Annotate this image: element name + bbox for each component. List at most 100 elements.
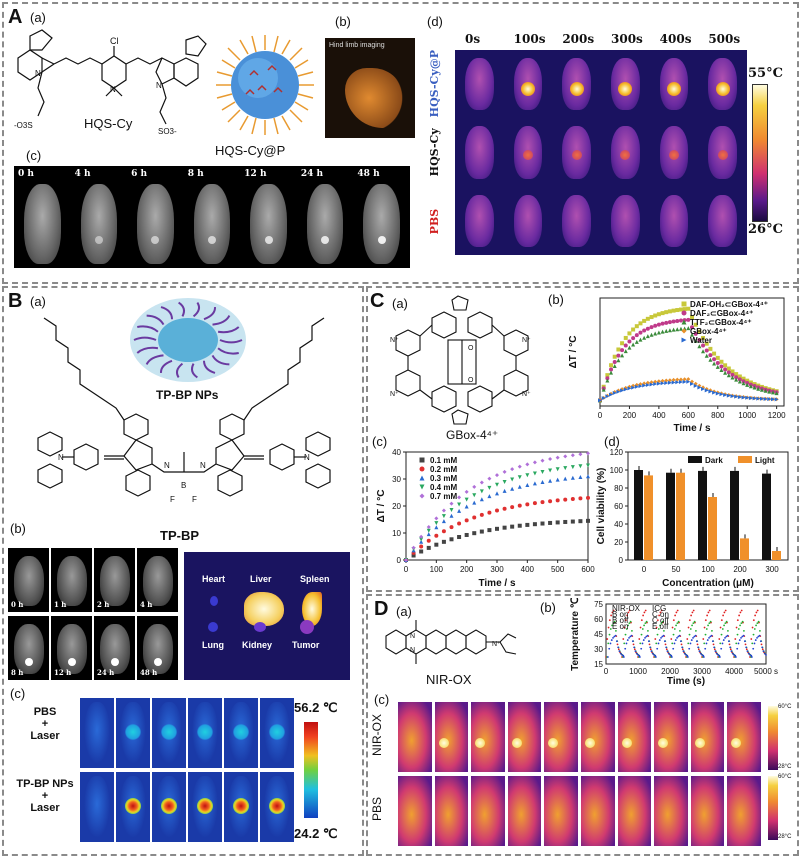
d-b-point	[688, 619, 691, 622]
d-c-hotspot	[585, 738, 595, 748]
data-point	[502, 479, 507, 484]
d-b-point	[662, 634, 665, 637]
d-b-point	[626, 614, 629, 617]
data-point	[570, 519, 575, 524]
np-chain	[146, 314, 165, 326]
data-point	[681, 310, 687, 316]
data-point	[656, 330, 661, 335]
d-b-point	[613, 620, 616, 623]
d-b-point	[679, 640, 682, 643]
data-point	[660, 378, 665, 383]
data-point	[741, 381, 746, 386]
d-c-photo	[690, 702, 725, 772]
a-d-mouse	[562, 194, 591, 247]
data-point	[719, 359, 724, 364]
b-c-hotspot	[161, 724, 177, 740]
d-b-point	[739, 611, 742, 614]
d-b-point	[661, 635, 664, 638]
data-point	[623, 335, 628, 340]
b-c-hotspot	[269, 724, 285, 740]
d-b-point	[718, 638, 721, 640]
data-point	[678, 380, 683, 385]
data-point	[525, 482, 530, 487]
data-point	[653, 313, 658, 318]
b-c-colorbar	[304, 722, 318, 818]
data-point	[411, 545, 416, 550]
data-point	[472, 493, 477, 498]
d-b-point	[682, 650, 685, 653]
data-point	[502, 506, 507, 511]
d-b-point	[747, 652, 750, 655]
svg-text:F: F	[170, 495, 175, 504]
data-point	[441, 519, 446, 524]
a-c-mouse	[363, 184, 400, 264]
data-point	[555, 467, 560, 472]
b-c-photo	[188, 698, 222, 768]
data-point	[774, 391, 779, 396]
d-b-point	[624, 619, 627, 622]
tp-bp-np-name: TP-BP NPs	[156, 388, 219, 402]
c-c-xtick-label: 400	[521, 565, 535, 574]
d-b-point	[616, 643, 619, 646]
data-point	[723, 363, 728, 368]
c-c-xtick-label: 200	[460, 565, 474, 574]
d-b-frame	[605, 603, 767, 665]
data-point	[419, 537, 424, 542]
d-b-point	[642, 639, 645, 641]
data-point	[693, 322, 698, 327]
d-b-point	[655, 642, 658, 645]
data-point	[472, 515, 477, 520]
data-point	[649, 332, 654, 337]
d-b-point	[625, 642, 628, 645]
b-b-organ-label: Lung	[202, 640, 224, 650]
c-b-xtick-label: 600	[682, 411, 696, 420]
data-point	[656, 381, 661, 386]
a-d-hotspot	[666, 81, 681, 96]
b-c-mouse	[120, 776, 146, 838]
d-b-point	[724, 622, 727, 625]
d-c-photo	[434, 702, 469, 772]
data-point	[563, 519, 568, 524]
c-c-xtick-label: 500	[551, 565, 565, 574]
d-b-point	[671, 656, 673, 658]
data-point	[734, 377, 739, 382]
d-b-point	[615, 629, 617, 632]
d-b-point	[701, 653, 703, 656]
a-d-mouse	[465, 194, 494, 247]
data-point	[601, 387, 606, 392]
b-c-hotspot	[269, 798, 285, 814]
d-b-point	[672, 633, 675, 636]
b-b-organ-label: Heart	[202, 574, 226, 584]
data-point	[678, 377, 683, 382]
d-b-point	[728, 643, 731, 646]
d-b-point	[735, 642, 738, 645]
d-b-point	[685, 653, 687, 656]
data-point	[660, 381, 665, 386]
c-b-xtick-label: 1200	[768, 411, 786, 420]
data-point	[675, 318, 680, 323]
c-d-xtick-label: 50	[672, 565, 681, 574]
a-c-mouse	[306, 184, 344, 264]
data-point	[693, 381, 698, 386]
panel-d-label: D	[374, 598, 389, 620]
c-d-xtick-label: 200	[733, 565, 747, 574]
d-b-point	[658, 639, 661, 641]
d-b-point	[695, 640, 698, 643]
d-b-point	[724, 609, 727, 612]
d-b-point	[722, 639, 725, 641]
b-c-photo	[116, 698, 150, 768]
a-c-mouse	[193, 184, 231, 264]
data-point	[627, 339, 632, 344]
d-b-legend-label: B on	[612, 610, 628, 619]
data-point	[642, 328, 647, 333]
d-b-point	[697, 646, 700, 649]
d-b-point	[708, 622, 711, 625]
d-b-point	[753, 642, 756, 645]
svg-text:N: N	[304, 453, 310, 462]
d-b-point	[613, 635, 616, 638]
data-point	[449, 525, 454, 530]
data-point	[649, 382, 654, 387]
a-d-mouse	[513, 194, 543, 247]
d-b-point	[657, 628, 660, 630]
tp-bp-nanoparticle	[130, 298, 246, 382]
